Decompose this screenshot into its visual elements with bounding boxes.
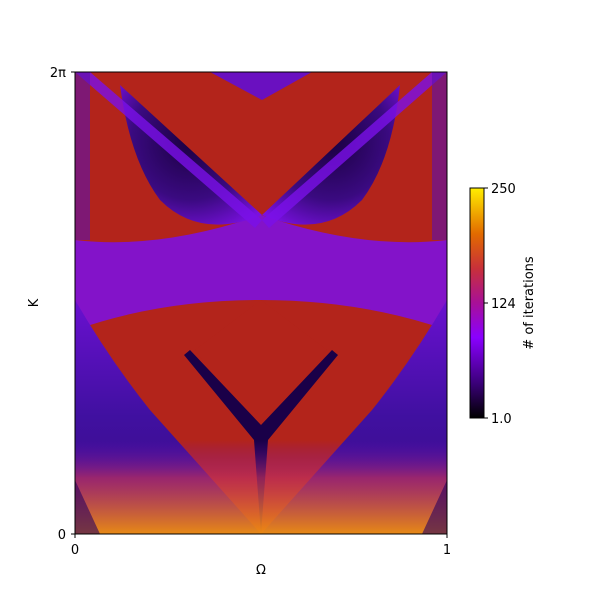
colorbar-label: # of iterations: [522, 256, 537, 350]
x-tick-label-1: 1: [443, 543, 451, 558]
plot-frame: [74, 71, 448, 535]
x-axis-label: Ω: [256, 563, 266, 578]
heatmap-left-diag: [75, 72, 262, 228]
heatmap-bottom-noise: [75, 440, 447, 534]
heatmap-right-edge: [432, 72, 447, 240]
heatmap-upper-right-wing: [262, 85, 400, 225]
y-tick-label-0: 0: [58, 528, 66, 543]
colorbar: 1.0 124 250 # of iterations: [469, 182, 537, 427]
heatmap-mid-band: [75, 215, 447, 330]
colorbar-gradient: [469, 187, 485, 419]
heatmap-right-tongue-edge: [422, 330, 447, 534]
colorbar-tick-label-0: 1.0: [491, 412, 512, 427]
x-tick-label-0: 0: [71, 543, 79, 558]
colorbar-tick-label-2: 250: [491, 182, 516, 197]
y-axis-label: K: [27, 298, 42, 307]
heatmap-top-notch: [210, 72, 312, 100]
heatmap-left-tongue-edge: [75, 330, 100, 534]
y-axis: 0 2π K: [27, 66, 75, 543]
x-axis: 0 1 Ω: [71, 534, 451, 578]
y-tick-label-1: 2π: [50, 66, 66, 81]
colorbar-tick-label-1: 124: [491, 297, 516, 312]
heatmap-left-edge: [75, 72, 90, 240]
heatmap-plot: [75, 72, 447, 534]
heatmap-right-diag: [262, 72, 447, 228]
